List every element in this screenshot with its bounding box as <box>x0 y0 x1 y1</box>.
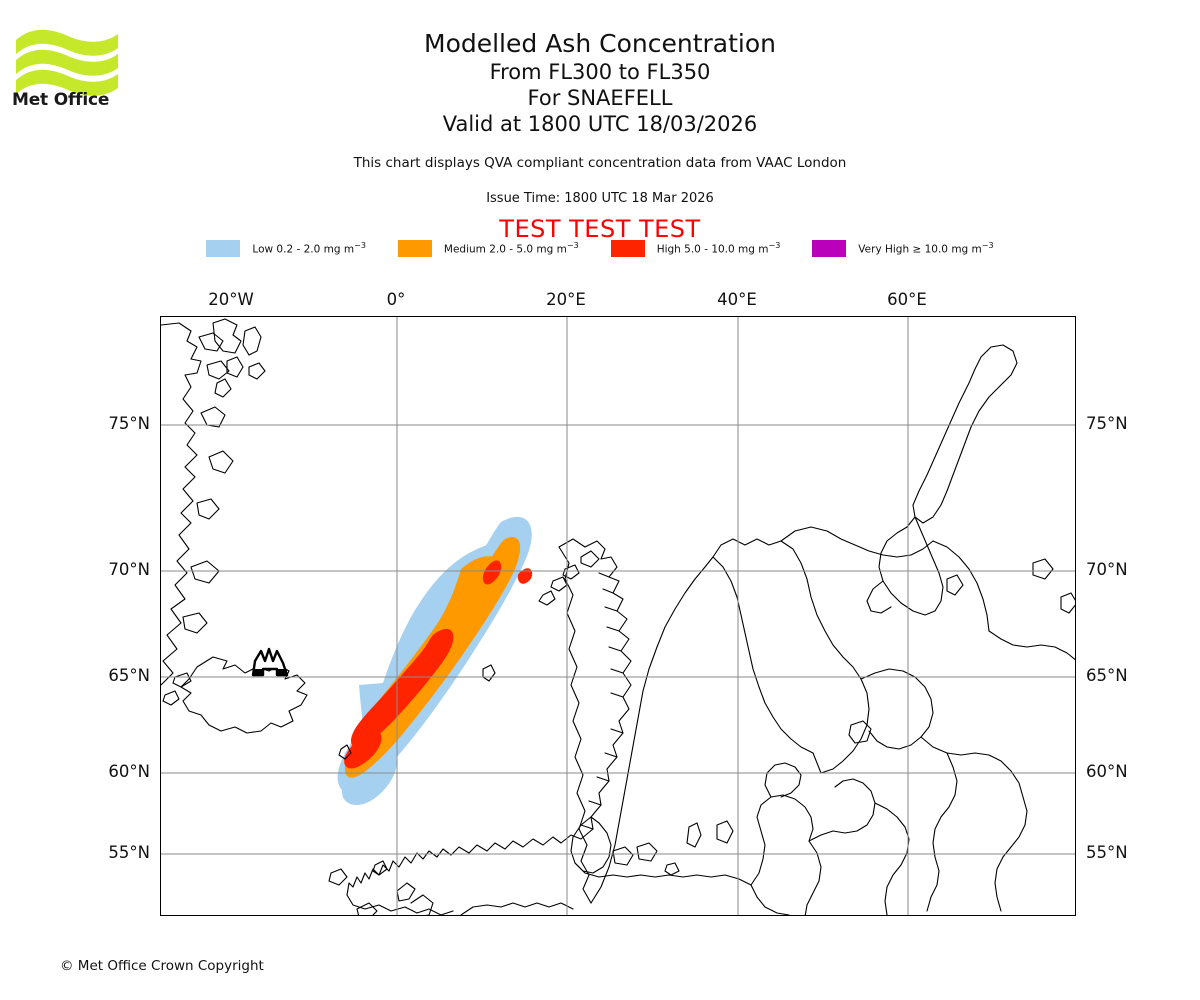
lat-tick-left-4: 55°N <box>108 843 150 862</box>
lon-tick-top-3: 40°E <box>717 290 757 309</box>
map-frame <box>160 316 1076 916</box>
lat-tick-right-0: 75°N <box>1086 414 1128 433</box>
plume-high-contour <box>344 560 533 769</box>
legend-swatch-medium <box>397 240 432 257</box>
legend-item-medium: Medium 2.0 - 5.0 mg m−3 <box>397 240 579 257</box>
met-office-logo <box>12 22 122 112</box>
map-canvas <box>161 317 1075 915</box>
coastlines <box>161 318 1075 915</box>
lon-tick-top-4: 60°E <box>887 290 927 309</box>
valid-time-subtitle: Valid at 1800 UTC 18/03/2026 <box>442 112 758 136</box>
lat-tick-right-3: 60°N <box>1086 762 1128 781</box>
issue-time: Issue Time: 1800 UTC 18 Mar 2026 <box>486 191 714 206</box>
page-title: Modelled Ash Concentration <box>424 29 776 58</box>
lat-tick-right-4: 55°N <box>1086 843 1128 862</box>
title-block: Modelled Ash Concentration From FL300 to… <box>0 28 1200 137</box>
legend-label-high: High 5.0 - 10.0 mg m−3 <box>656 241 781 256</box>
met-office-wordmark: Met Office <box>12 90 110 110</box>
lat-tick-left-1: 70°N <box>108 560 150 579</box>
legend-item-high: High 5.0 - 10.0 mg m−3 <box>610 240 781 257</box>
lat-tick-right-2: 65°N <box>1086 666 1128 685</box>
lon-tick-top-0: 20°W <box>208 290 254 309</box>
legend-swatch-very-high <box>812 240 847 257</box>
volcano-marker-icon <box>251 647 289 677</box>
concentration-legend: Low 0.2 - 2.0 mg m−3 Medium 2.0 - 5.0 mg… <box>0 240 1200 257</box>
qva-note: This chart displays QVA compliant concen… <box>353 155 847 171</box>
volcano-subtitle: For SNAEFELL <box>527 86 673 110</box>
legend-label-very-high: Very High ≥ 10.0 mg m−3 <box>858 241 994 256</box>
legend-label-low: Low 0.2 - 2.0 mg m−3 <box>252 241 366 256</box>
ash-concentration-map[interactable] <box>160 316 1076 916</box>
legend-item-very-high: Very High ≥ 10.0 mg m−3 <box>812 240 994 257</box>
legend-swatch-high <box>610 240 645 257</box>
flight-level-subtitle: From FL300 to FL350 <box>489 60 711 84</box>
lon-tick-top-2: 20°E <box>546 290 586 309</box>
graticule <box>161 317 1075 915</box>
met-office-wave-icon <box>16 29 118 96</box>
test-banner: TEST TEST TEST <box>499 215 701 243</box>
lat-tick-left-0: 75°N <box>108 414 150 433</box>
lat-tick-right-1: 70°N <box>1086 560 1128 579</box>
legend-swatch-low <box>206 240 241 257</box>
copyright-footer: © Met Office Crown Copyright <box>60 958 264 974</box>
lat-tick-left-2: 65°N <box>108 666 150 685</box>
lon-tick-top-1: 0° <box>386 290 406 309</box>
lat-tick-left-3: 60°N <box>108 762 150 781</box>
legend-label-medium: Medium 2.0 - 5.0 mg m−3 <box>443 241 579 256</box>
legend-item-low: Low 0.2 - 2.0 mg m−3 <box>206 240 366 257</box>
